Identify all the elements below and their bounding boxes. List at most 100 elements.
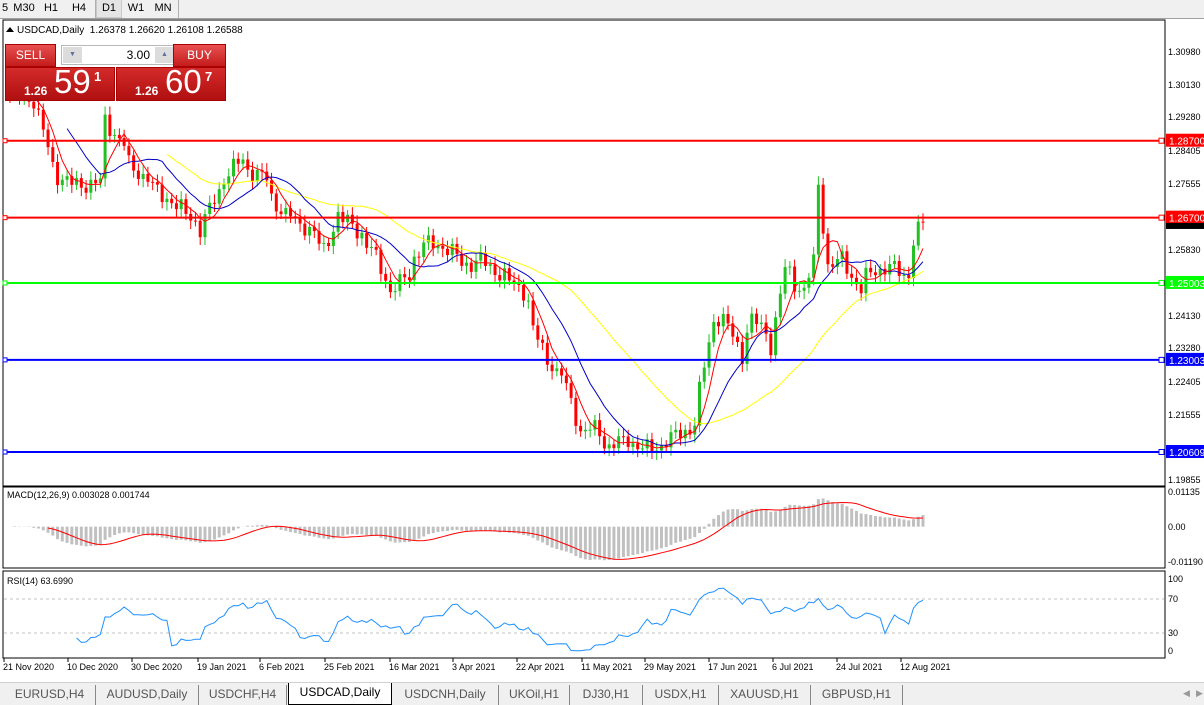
bull-candle — [465, 262, 468, 266]
date-tick-label: 17 Jun 2021 — [708, 662, 758, 672]
bull-candle — [778, 293, 782, 318]
sell-button[interactable]: SELL — [5, 44, 56, 67]
bull-candle — [98, 178, 102, 184]
lot-increase-button[interactable]: ▲ — [155, 47, 174, 63]
bear-candle — [769, 333, 773, 356]
symbol-label: USDCAD,Daily — [17, 25, 85, 36]
bear-candle — [907, 274, 911, 279]
tab-xauusd-h1[interactable]: XAUUSD,H1 — [719, 685, 811, 705]
bull-candle — [607, 444, 611, 449]
tab-eurusd-h4[interactable]: EURUSD,H4 — [4, 685, 96, 705]
bear-candle — [136, 170, 140, 179]
bear-candle — [536, 325, 540, 340]
bull-candle — [797, 290, 801, 292]
bear-candle — [726, 313, 730, 324]
bull-candle — [75, 178, 79, 185]
bull-candle — [669, 432, 673, 448]
buy-button[interactable]: BUY — [173, 44, 226, 67]
timeframe-d1[interactable]: D1 — [96, 0, 122, 18]
bull-candle — [89, 179, 93, 193]
timeframe-m30[interactable]: M30 — [13, 2, 35, 14]
bear-candle — [522, 284, 526, 301]
tab-audusd-daily[interactable]: AUDUSD,Daily — [96, 685, 199, 705]
timeframe-h4[interactable]: H4 — [71, 2, 87, 14]
date-tick-label: 11 May 2021 — [581, 662, 633, 672]
bull-candle — [208, 202, 212, 215]
bull-candle — [835, 259, 839, 267]
price-tick-label: 1.28405 — [1168, 146, 1201, 157]
level-handle — [2, 215, 8, 221]
bull-candle — [916, 221, 920, 246]
lot-decrease-button[interactable]: ▼ — [63, 47, 82, 63]
bear-candle — [498, 275, 502, 281]
level-handle — [2, 449, 8, 455]
sell-price[interactable]: 1.26 59 1 — [5, 63, 115, 101]
bear-candle — [574, 397, 578, 426]
bear-candle — [531, 300, 535, 326]
date-tick-label: 22 Apr 2021 — [516, 662, 565, 672]
bull-candle — [141, 173, 145, 179]
price-tick-label: 1.30980 — [1168, 47, 1201, 57]
bull-candle — [745, 332, 749, 364]
scroll-right-icon[interactable]: ▶ — [1196, 688, 1203, 698]
tab-usdchf-h4[interactable]: USDCHF,H4 — [199, 685, 287, 705]
date-tick-label: 16 Mar 2021 — [389, 662, 440, 672]
rsi-frame — [2, 570, 1166, 659]
date-tick-label: 6 Jul 2021 — [772, 662, 814, 672]
tab-gbpusd-h1[interactable]: GBPUSD,H1 — [811, 685, 903, 705]
bear-candle — [755, 313, 759, 325]
bull-candle — [878, 268, 882, 276]
buy-price-pips: 60 — [165, 63, 202, 100]
bull-candle — [812, 254, 816, 278]
bear-candle — [41, 109, 45, 130]
tab-usdcnh-daily[interactable]: USDCNH,Daily — [392, 685, 499, 705]
bear-candle — [873, 272, 877, 276]
macd-frame — [2, 486, 1166, 569]
bull-candle — [802, 287, 806, 291]
lot-size-value[interactable]: 3.00 — [126, 48, 150, 62]
bear-candle — [688, 429, 692, 435]
bear-candle — [132, 155, 136, 171]
bull-candle — [284, 208, 288, 215]
price-tick-label: 1.24130 — [1168, 310, 1201, 321]
bear-candle — [379, 249, 383, 274]
bear-candle — [384, 273, 388, 281]
bear-candle — [298, 216, 302, 224]
one-click-trading-panel: SELL ▼ 3.00 ▲ BUY 1.26 59 1 1.26 60 7 — [5, 44, 226, 101]
bull-candle — [322, 242, 326, 244]
tab-dj30-h1[interactable]: DJ30,H1 — [570, 685, 643, 705]
buy-price[interactable]: 1.26 60 7 — [116, 63, 226, 101]
bear-candle — [460, 253, 464, 266]
bear-candle — [303, 223, 307, 236]
bear-candle — [612, 444, 616, 449]
bear-candle — [821, 184, 825, 234]
timeframe-h1[interactable]: H1 — [43, 2, 59, 14]
bull-candle — [674, 429, 678, 433]
bear-candle — [79, 178, 83, 188]
bull-candle — [426, 235, 430, 243]
date-tick-label: 24 Jul 2021 — [836, 662, 883, 672]
date-tick-label: 25 Feb 2021 — [324, 662, 375, 672]
level-handle — [2, 357, 8, 363]
timeframe-m5[interactable]: 5 — [1, 2, 9, 14]
bull-candle — [488, 264, 492, 266]
bear-candle — [431, 235, 435, 249]
timeframe-w1[interactable]: W1 — [127, 2, 145, 14]
level-handle — [1158, 137, 1165, 144]
tab-usdcad-daily[interactable]: USDCAD,Daily — [288, 683, 392, 705]
bear-candle — [740, 342, 744, 364]
tab-usdx-h1[interactable]: USDX,H1 — [643, 685, 719, 705]
bull-candle — [217, 189, 221, 204]
tab-ukoil-h1[interactable]: UKOil,H1 — [499, 685, 570, 705]
lot-size-field[interactable]: ▼ 3.00 ▲ — [61, 45, 176, 65]
bull-candle — [892, 261, 896, 264]
level-price-label: 1.20609 — [1169, 448, 1204, 459]
bear-candle — [270, 180, 274, 194]
scroll-left-icon[interactable]: ◀ — [1183, 688, 1190, 698]
bull-candle — [113, 134, 117, 136]
timeframe-mn[interactable]: MN — [154, 2, 172, 14]
bear-candle — [579, 425, 583, 432]
bear-candle — [403, 274, 407, 278]
bear-candle — [236, 158, 240, 164]
